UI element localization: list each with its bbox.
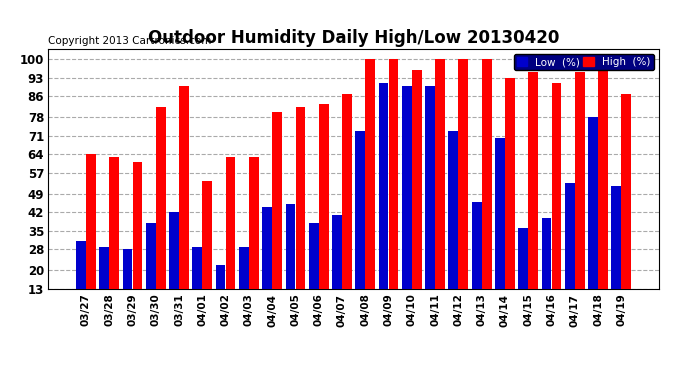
Bar — [448, 130, 458, 323]
Bar — [402, 86, 412, 323]
Bar — [216, 265, 226, 323]
Bar — [518, 228, 528, 323]
Bar — [123, 249, 132, 323]
Bar — [179, 86, 189, 323]
Bar — [529, 72, 538, 323]
Bar — [332, 215, 342, 323]
Bar — [611, 186, 621, 323]
Bar — [99, 246, 109, 323]
Bar — [551, 83, 562, 323]
Bar — [319, 104, 328, 323]
Bar — [379, 83, 388, 323]
Legend: Low  (%), High  (%): Low (%), High (%) — [513, 54, 653, 70]
Bar — [565, 183, 575, 323]
Bar — [472, 202, 482, 323]
Bar — [156, 107, 166, 323]
Bar — [295, 107, 306, 323]
Bar — [366, 59, 375, 323]
Bar — [458, 59, 469, 323]
Bar — [495, 138, 505, 323]
Text: Copyright 2013 Cartronics.com: Copyright 2013 Cartronics.com — [48, 36, 212, 46]
Bar — [482, 59, 491, 323]
Bar — [505, 78, 515, 323]
Bar — [435, 59, 445, 323]
Bar — [169, 212, 179, 323]
Bar — [76, 241, 86, 323]
Bar — [146, 223, 156, 323]
Bar — [425, 86, 435, 323]
Bar — [542, 217, 551, 323]
Bar — [249, 157, 259, 323]
Bar — [109, 157, 119, 323]
Bar — [622, 94, 631, 323]
Bar — [193, 246, 202, 323]
Title: Outdoor Humidity Daily High/Low 20130420: Outdoor Humidity Daily High/Low 20130420 — [148, 29, 560, 47]
Bar — [86, 154, 96, 323]
Bar — [412, 70, 422, 323]
Bar — [226, 157, 235, 323]
Bar — [588, 117, 598, 323]
Bar — [342, 94, 352, 323]
Bar — [262, 207, 272, 323]
Bar — [388, 59, 398, 323]
Bar — [132, 162, 142, 323]
Bar — [286, 204, 295, 323]
Bar — [273, 112, 282, 323]
Bar — [239, 246, 249, 323]
Bar — [575, 72, 584, 323]
Bar — [202, 181, 213, 323]
Bar — [355, 130, 365, 323]
Bar — [598, 59, 608, 323]
Bar — [309, 223, 319, 323]
